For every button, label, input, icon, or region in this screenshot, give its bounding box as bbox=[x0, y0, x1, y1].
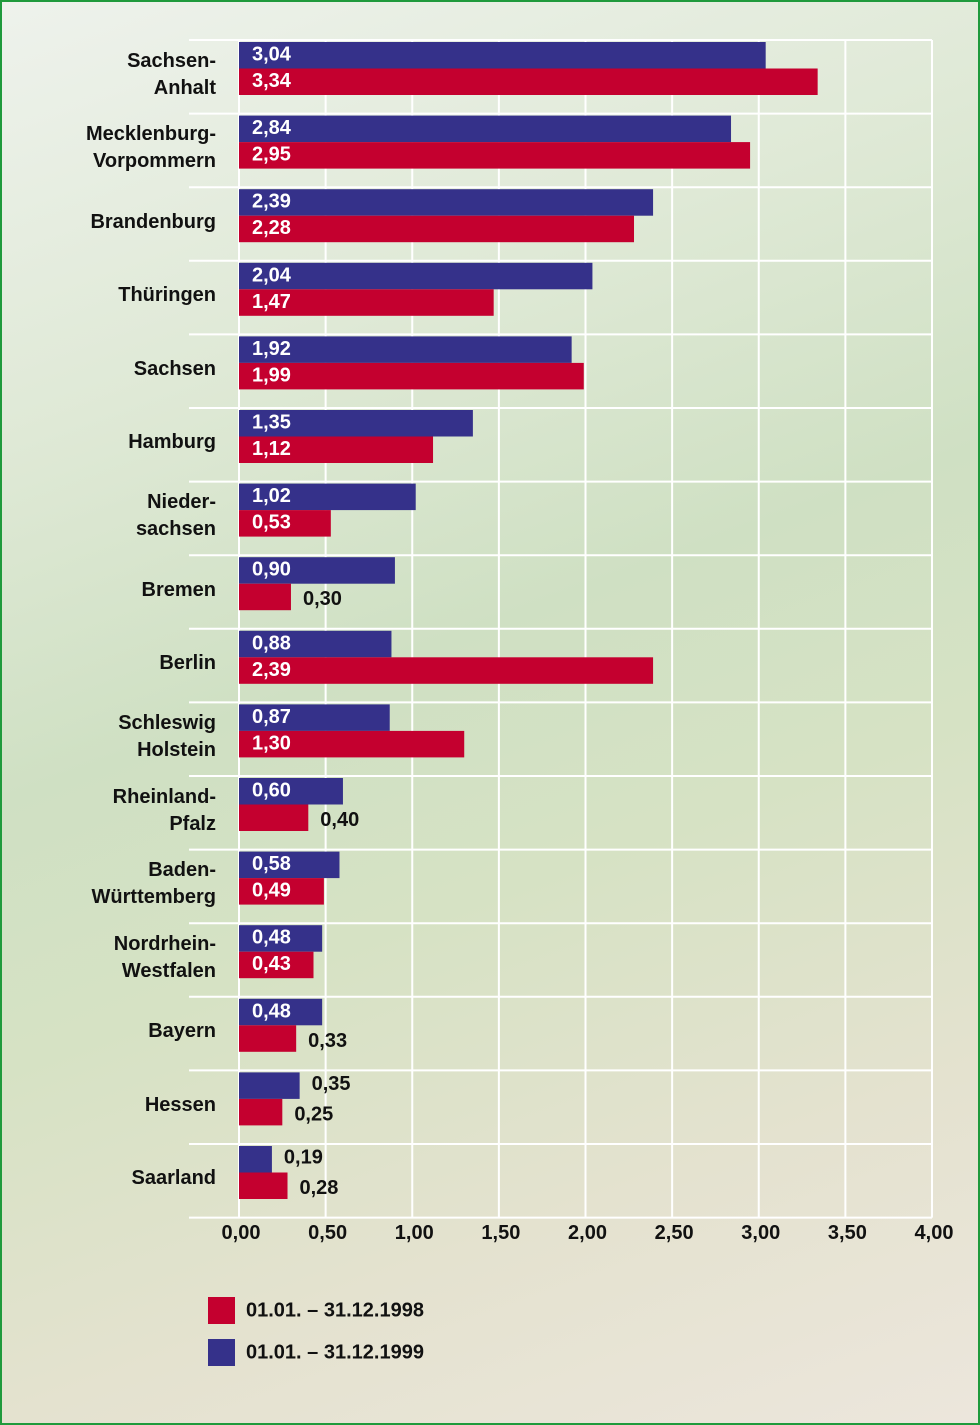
value-label: 0,53 bbox=[252, 512, 291, 534]
value-label: 0,88 bbox=[252, 632, 291, 654]
bar bbox=[239, 1173, 288, 1200]
bar bbox=[239, 263, 592, 290]
legend-swatch bbox=[208, 1339, 235, 1366]
bar bbox=[239, 805, 308, 832]
x-tick-label: 3,00 bbox=[741, 1222, 780, 1244]
bar bbox=[239, 1072, 300, 1099]
value-label: 1,35 bbox=[252, 412, 291, 434]
value-label: 0,19 bbox=[284, 1147, 323, 1169]
category-label: Sachsen bbox=[6, 356, 216, 383]
bar bbox=[239, 189, 653, 216]
bar bbox=[239, 69, 818, 96]
x-tick-label: 2,00 bbox=[568, 1222, 607, 1244]
value-label: 1,99 bbox=[252, 364, 291, 386]
category-label: Nieder- sachsen bbox=[6, 489, 216, 543]
bar bbox=[239, 216, 634, 243]
category-label: Brandenburg bbox=[6, 209, 216, 236]
value-label: 1,12 bbox=[252, 438, 291, 460]
value-label: 3,34 bbox=[252, 70, 292, 92]
value-label: 0,49 bbox=[252, 880, 291, 902]
bar bbox=[239, 1025, 296, 1052]
legend-label: 01.01. – 31.12.1999 bbox=[246, 1341, 424, 1363]
value-label: 2,95 bbox=[252, 144, 291, 166]
category-label: Bremen bbox=[6, 577, 216, 604]
value-label: 0,48 bbox=[252, 927, 291, 949]
category-label: Berlin bbox=[6, 650, 216, 677]
x-tick-label: 4,00 bbox=[915, 1222, 954, 1244]
category-label: Bayern bbox=[6, 1018, 216, 1045]
category-label: Mecklenburg- Vorpommern bbox=[6, 121, 216, 175]
value-label: 2,28 bbox=[252, 217, 291, 239]
value-label: 2,04 bbox=[252, 264, 292, 286]
category-label: Saarland bbox=[6, 1165, 216, 1192]
category-label: Hessen bbox=[6, 1092, 216, 1119]
bar bbox=[239, 142, 750, 169]
category-label: Nordrhein- Westfalen bbox=[6, 931, 216, 985]
value-label: 0,35 bbox=[312, 1073, 351, 1095]
bar bbox=[239, 1146, 272, 1173]
value-label: 0,28 bbox=[300, 1177, 339, 1199]
category-label: Sachsen- Anhalt bbox=[6, 48, 216, 102]
value-label: 3,04 bbox=[252, 44, 292, 66]
value-label: 2,39 bbox=[252, 191, 291, 213]
category-label: Schleswig Holstein bbox=[6, 710, 216, 764]
category-label: Hamburg bbox=[6, 429, 216, 456]
bar bbox=[239, 116, 731, 143]
x-tick-label: 1,00 bbox=[395, 1222, 434, 1244]
value-label: 0,33 bbox=[308, 1030, 347, 1052]
value-label: 0,90 bbox=[252, 559, 291, 581]
legend-swatch bbox=[208, 1297, 235, 1324]
bar bbox=[239, 657, 653, 684]
x-tick-label: 2,50 bbox=[655, 1222, 694, 1244]
x-tick-label: 1,50 bbox=[481, 1222, 520, 1244]
value-label: 1,47 bbox=[252, 291, 291, 313]
bar bbox=[239, 42, 766, 69]
value-label: 0,40 bbox=[320, 809, 359, 831]
value-label: 2,39 bbox=[252, 659, 291, 681]
bar bbox=[239, 1099, 282, 1126]
legend-label: 01.01. – 31.12.1998 bbox=[246, 1299, 424, 1321]
x-tick-label: 3,50 bbox=[828, 1222, 867, 1244]
category-label: Thüringen bbox=[6, 282, 216, 309]
value-label: 0,58 bbox=[252, 853, 291, 875]
value-label: 0,25 bbox=[294, 1103, 333, 1125]
x-tick-label: 0,50 bbox=[308, 1222, 347, 1244]
value-label: 1,02 bbox=[252, 485, 291, 507]
value-label: 2,84 bbox=[252, 117, 292, 139]
chart: 0,00 0,50 1,00 1,50 2,00 2,50 3,00 3,50 4,00 3,04… bbox=[0, 0, 980, 1425]
value-label: 1,92 bbox=[252, 338, 291, 360]
value-label: 0,60 bbox=[252, 780, 291, 802]
bar bbox=[239, 584, 291, 611]
value-label: 0,30 bbox=[303, 588, 342, 610]
value-label: 0,48 bbox=[252, 1000, 291, 1022]
value-label: 0,43 bbox=[252, 953, 291, 975]
value-label: 1,30 bbox=[252, 732, 291, 754]
category-label: Rheinland- Pfalz bbox=[6, 784, 216, 838]
x-tick-label: 0,00 bbox=[222, 1222, 261, 1244]
value-label: 0,87 bbox=[252, 706, 291, 728]
category-label: Baden- Württemberg bbox=[6, 857, 216, 911]
